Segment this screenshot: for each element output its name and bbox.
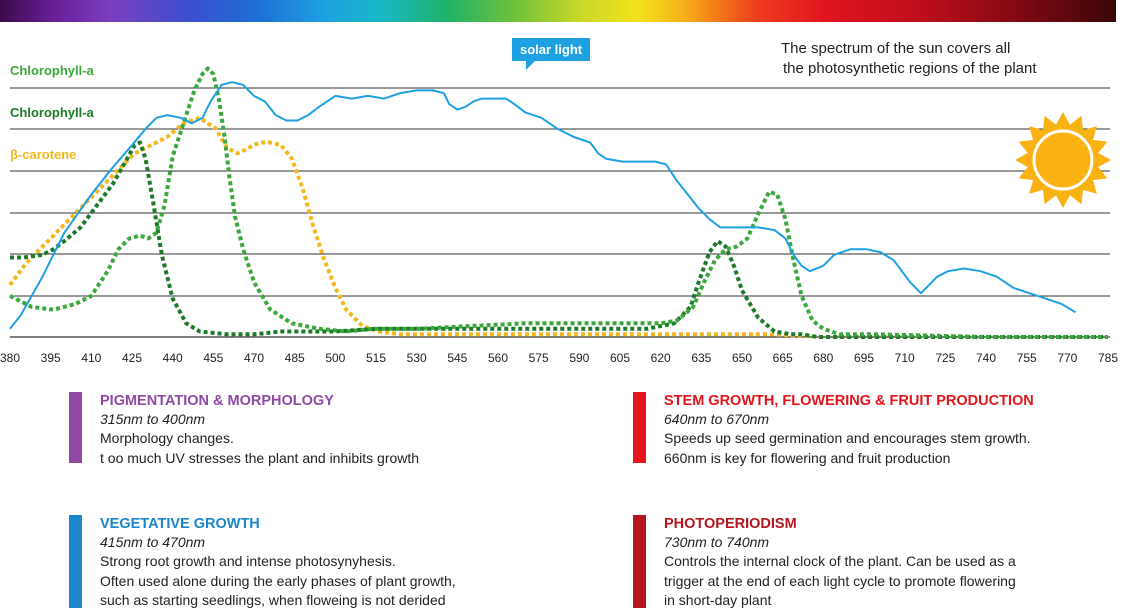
x-tick-label: 575 [529,351,549,365]
x-tick-label: 470 [244,351,264,365]
x-tick-label: 695 [854,351,874,365]
sun-icon [1015,112,1111,208]
x-tick-label: 560 [488,351,508,365]
series-lines [8,66,1108,339]
x-tick-label: 785 [1098,351,1118,365]
band-desc-line: Morphology changes. [100,430,234,446]
band-desc-line: Strong root growth and intense photosyny… [100,553,396,569]
x-tick-label: 515 [366,351,386,365]
x-tick-label: 620 [651,351,671,365]
x-tick-label: 635 [691,351,711,365]
band-desc-line: Often used alone during the early phases… [100,572,456,589]
band-title: VEGETATIVE GROWTH [100,516,260,532]
band-color-bar [69,515,82,608]
x-tick-label: 710 [895,351,915,365]
spectrum-gradient-bar [0,0,1116,22]
x-tick-label: 680 [813,351,833,365]
x-tick-label: 740 [976,351,996,365]
series-line--carotene [8,115,1108,339]
band-desc-line: Controls the internal clock of the plant… [664,553,1016,569]
x-tick-label: 455 [203,351,223,365]
x-tick-label: 410 [81,351,101,365]
band-desc-line: in short-day plant [664,592,772,608]
series-line-solar-light [9,81,1077,330]
annotation-line-2: the photosynthetic regions of the plant [783,60,1037,77]
band-range: 315nm to 400nm [100,411,206,427]
x-tick-label: 725 [935,351,955,365]
x-tick-label: 530 [407,351,427,365]
annotation-line-1: The spectrum of the sun covers all [781,40,1011,57]
band-desc-line: Speeds up seed germination and encourage… [664,430,1031,446]
band-desc-line: trigger at the end of each light cycle t… [664,572,1016,589]
band-color-bar [69,392,82,463]
series-label-chlorophyll-a-1: Chlorophyll-a [10,63,95,78]
band-title: PIGMENTATION & MORPHOLOGY [100,393,334,409]
sun-disc [1032,129,1094,191]
series-line-chlorophyll-a [9,66,1108,339]
band-color-bar [633,515,646,608]
x-tick-label: 380 [0,351,20,365]
band-desc-line: 660nm is key for flowering and fruit pro… [664,449,951,466]
x-axis-ticks: 380 395 410 425 440 455 470 485 500 515 530 545 560 5… [0,351,1118,365]
x-tick-label: 545 [447,351,467,365]
x-tick-label: 590 [569,351,589,365]
band-desc-line: t oo much UV stresses the plant and inhi… [100,449,420,466]
band-title: STEM GROWTH, FLOWERING & FRUIT PRODUCTIO… [664,393,1034,409]
band-range: 640nm to 670nm [664,411,770,427]
series-line-chlorophyll-b [10,140,1108,339]
band-range: 730nm to 740nm [664,534,770,550]
x-tick-label: 485 [285,351,305,365]
solar-light-callout: solar light [512,38,591,70]
x-tick-label: 755 [1017,351,1037,365]
x-tick-label: 650 [732,351,752,365]
band-title: PHOTOPERIODISM [664,516,797,532]
x-tick-label: 605 [610,351,630,365]
x-tick-label: 395 [41,351,61,365]
x-tick-label: 665 [773,351,793,365]
x-tick-label: 770 [1057,351,1077,365]
x-tick-label: 440 [163,351,183,365]
x-tick-label: 425 [122,351,142,365]
series-label-carotene: β-carotene [10,147,76,162]
band-range: 415nm to 470nm [100,534,206,550]
series-label-chlorophyll-a-2: Chlorophyll-a [10,105,95,120]
x-tick-label: 500 [325,351,345,365]
band-desc-line: such as starting seedlings, when flowein… [100,592,446,608]
band-color-bar [633,392,646,463]
